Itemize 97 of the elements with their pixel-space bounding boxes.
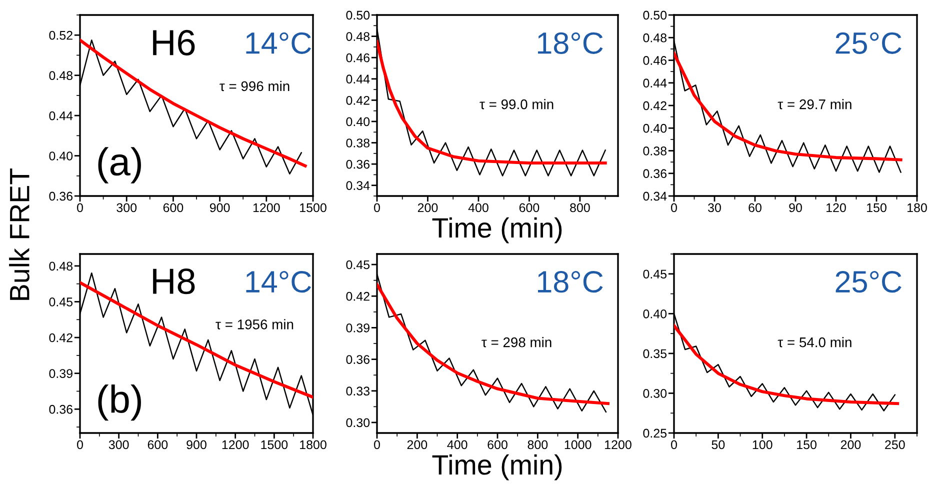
y-tick-label: 0.36: [49, 192, 73, 201]
y-tick-label: 0.40: [346, 117, 370, 126]
x-tick-label: 800: [528, 440, 548, 450]
y-tick-label: 0.33: [346, 386, 370, 396]
x-tick-label: 200: [840, 440, 861, 450]
y-tick-label: 0.39: [346, 324, 370, 332]
annotation: (a): [98, 147, 141, 184]
x-tick-label: 900: [186, 440, 206, 450]
y-tick-label: 0.48: [49, 71, 73, 80]
x-tick-label: 50: [712, 440, 725, 450]
y-tick-label: 0.40: [49, 152, 73, 160]
y-tick-label: 0.40: [643, 124, 667, 133]
x-tick-label: 60: [748, 203, 762, 212]
annotation: 14°C: [246, 32, 312, 54]
x-tick-label: 900: [210, 203, 230, 212]
y-tick-label: 0.38: [346, 138, 370, 148]
y-tick-label: 0.44: [49, 111, 73, 120]
annotation: τ = 29.7 min: [778, 99, 852, 110]
y-tick-label: 0.45: [643, 270, 667, 279]
annotation: 18°C: [538, 32, 603, 54]
y-tick-label: 0.50: [643, 10, 667, 20]
y-tick-label: 0.36: [346, 355, 370, 364]
x-tick-label: 1500: [261, 440, 288, 450]
y-tick-label: 0.45: [346, 260, 370, 270]
x-tick-label: 0: [374, 440, 380, 450]
y-tick-label: 0.30: [643, 389, 667, 398]
y-axis-title: Bulk FRET: [9, 168, 30, 300]
x-tick-label: 30: [708, 203, 721, 212]
x-axis-title: Time (min): [432, 454, 562, 480]
y-tick-label: 0.48: [49, 262, 73, 271]
y-tick-label: 0.36: [346, 160, 370, 169]
x-tick-label: 1200: [605, 440, 632, 450]
line-series: [674, 324, 900, 406]
y-tick-label: 0.46: [346, 53, 370, 62]
annotation: (b): [98, 384, 141, 421]
y-tick-label: 0.50: [346, 10, 370, 20]
y-tick-label: 0.44: [346, 74, 370, 84]
x-tick-label: 0: [374, 203, 380, 212]
x-tick-label: 200: [418, 203, 438, 212]
x-tick-label: 1800: [300, 440, 326, 450]
x-tick-label: 1200: [253, 203, 280, 212]
annotation: H8: [153, 268, 195, 294]
x-tick-label: 0: [77, 440, 83, 450]
x-tick-label: 180: [908, 203, 927, 212]
annotation: 14°C: [246, 270, 312, 293]
annotation: τ = 54.0 min: [778, 337, 852, 348]
y-tick-label: 0.48: [643, 33, 667, 42]
y-tick-label: 0.45: [49, 298, 73, 306]
annotation: 25°C: [836, 270, 902, 293]
y-tick-label: 0.25: [643, 428, 667, 438]
y-tick-label: 0.42: [643, 101, 666, 110]
x-tick-label: 100: [752, 440, 772, 450]
y-tick-label: 0.48: [346, 32, 370, 41]
x-tick-label: 400: [468, 203, 488, 212]
x-tick-label: 600: [519, 203, 540, 212]
x-tick-label: 150: [867, 203, 886, 212]
x-tick-label: 250: [885, 440, 905, 450]
y-tick-label: 0.38: [643, 146, 667, 156]
y-tick-label: 0.42: [346, 96, 370, 105]
x-tick-label: 0: [671, 203, 677, 212]
x-tick-label: 0: [77, 203, 83, 212]
x-tick-label: 300: [116, 203, 137, 212]
annotation: τ = 99.0 min: [480, 99, 554, 110]
x-tick-label: 1000: [564, 440, 592, 450]
x-tick-label: 600: [163, 203, 184, 212]
y-tick-label: 0.30: [346, 418, 370, 428]
annotation: 25°C: [836, 32, 902, 54]
x-tick-label: 0: [671, 440, 677, 450]
annotation: 18°C: [538, 270, 603, 293]
x-tick-label: 400: [447, 440, 468, 450]
x-tick-label: 600: [148, 440, 168, 450]
y-tick-label: 0.34: [643, 192, 667, 201]
y-tick-label: 0.39: [49, 369, 72, 378]
x-axis-title: Time (min): [432, 217, 562, 244]
annotation: τ = 996 min: [220, 80, 290, 92]
y-tick-label: 0.52: [49, 30, 72, 40]
x-tick-label: 200: [407, 440, 428, 450]
x-tick-label: 600: [488, 440, 508, 450]
y-tick-label: 0.44: [643, 78, 667, 88]
x-tick-label: 1200: [222, 440, 249, 450]
x-tick-label: 300: [108, 440, 129, 450]
x-tick-label: 90: [789, 203, 802, 212]
y-tick-label: 0.46: [643, 56, 667, 65]
y-tick-label: 0.42: [346, 292, 370, 301]
y-tick-label: 0.36: [643, 169, 667, 178]
annotation: τ = 1956 min: [216, 319, 294, 330]
annotation: τ = 298 min: [482, 337, 552, 348]
y-tick-label: 0.36: [49, 404, 73, 414]
x-tick-label: 800: [570, 203, 590, 212]
y-tick-label: 0.35: [643, 349, 667, 358]
x-tick-label: 150: [797, 440, 816, 450]
y-tick-label: 0.42: [49, 333, 72, 342]
annotation: H6: [153, 30, 195, 56]
y-tick-label: 0.34: [346, 181, 370, 190]
x-tick-label: 120: [826, 203, 846, 212]
y-tick-label: 0.40: [643, 309, 667, 318]
x-tick-label: 1500: [300, 203, 326, 212]
